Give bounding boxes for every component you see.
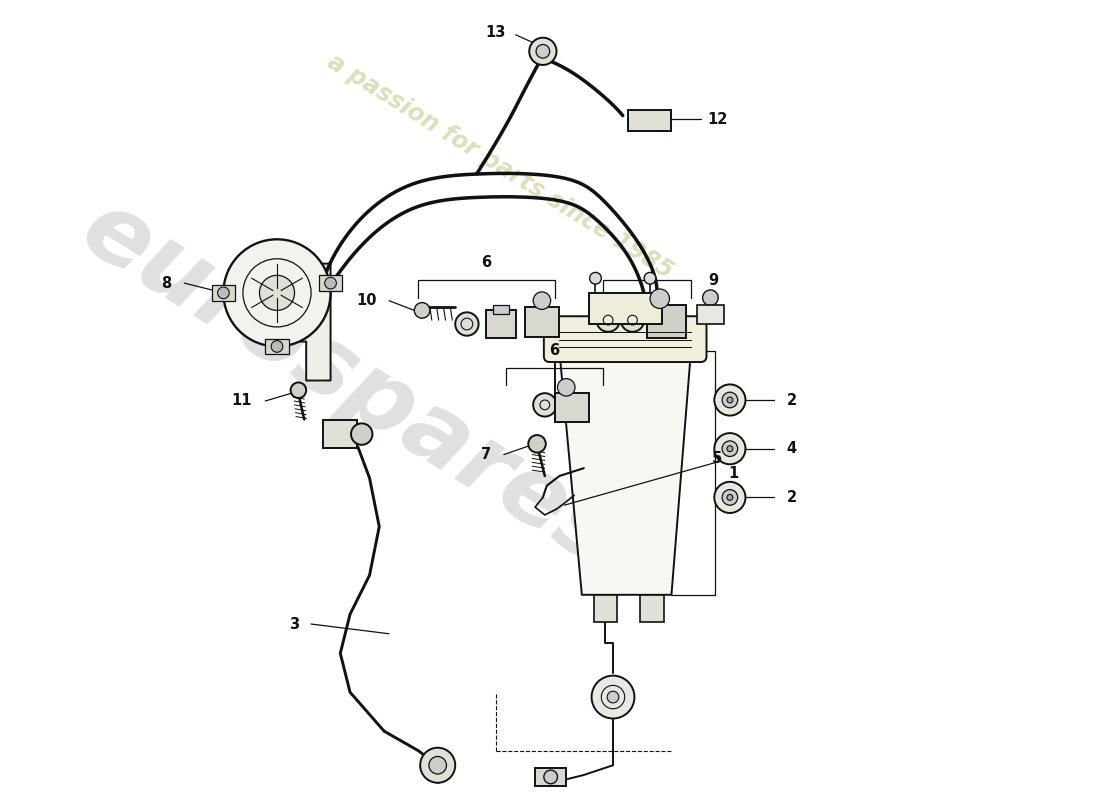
Circle shape bbox=[722, 490, 738, 505]
Text: 11: 11 bbox=[231, 394, 252, 409]
Circle shape bbox=[543, 770, 558, 784]
Text: 2: 2 bbox=[786, 490, 796, 505]
Circle shape bbox=[528, 435, 546, 453]
Circle shape bbox=[534, 292, 551, 310]
Text: 12: 12 bbox=[707, 112, 728, 127]
Circle shape bbox=[722, 441, 738, 457]
Polygon shape bbox=[243, 264, 331, 381]
Bar bbox=[628, 110, 671, 131]
Circle shape bbox=[420, 748, 455, 782]
Text: 3: 3 bbox=[289, 617, 299, 631]
Circle shape bbox=[727, 397, 733, 403]
Circle shape bbox=[714, 385, 746, 415]
Circle shape bbox=[703, 290, 718, 306]
Bar bbox=[647, 305, 686, 338]
Circle shape bbox=[536, 45, 550, 58]
Text: 4: 4 bbox=[786, 441, 796, 456]
Text: 9: 9 bbox=[708, 273, 718, 288]
Circle shape bbox=[727, 446, 733, 452]
Text: 2: 2 bbox=[786, 393, 796, 407]
Text: 7: 7 bbox=[481, 447, 492, 462]
Bar bbox=[594, 594, 617, 622]
Bar bbox=[211, 285, 235, 301]
Circle shape bbox=[271, 341, 283, 352]
Circle shape bbox=[590, 273, 602, 284]
Bar bbox=[319, 275, 342, 291]
Text: a passion for parts since 1985: a passion for parts since 1985 bbox=[323, 50, 678, 283]
Text: eurospares: eurospares bbox=[65, 182, 636, 587]
Circle shape bbox=[714, 482, 746, 513]
Polygon shape bbox=[560, 351, 691, 594]
Circle shape bbox=[218, 287, 229, 298]
Bar bbox=[554, 393, 588, 422]
Circle shape bbox=[223, 239, 331, 346]
Circle shape bbox=[290, 382, 306, 398]
Text: 6: 6 bbox=[550, 343, 560, 358]
Text: 5: 5 bbox=[712, 451, 722, 466]
Bar bbox=[322, 421, 356, 448]
Text: 13: 13 bbox=[485, 26, 506, 40]
Circle shape bbox=[592, 676, 635, 718]
Text: 1: 1 bbox=[728, 466, 738, 481]
Circle shape bbox=[607, 691, 619, 703]
Circle shape bbox=[596, 309, 619, 332]
Bar bbox=[588, 293, 662, 324]
Bar bbox=[535, 768, 566, 786]
Bar bbox=[526, 307, 560, 337]
Bar bbox=[493, 305, 509, 314]
Circle shape bbox=[429, 757, 447, 774]
Circle shape bbox=[415, 302, 430, 318]
Bar bbox=[640, 594, 663, 622]
Circle shape bbox=[558, 378, 575, 396]
Circle shape bbox=[714, 433, 746, 464]
Circle shape bbox=[351, 423, 373, 445]
Circle shape bbox=[529, 38, 557, 65]
Circle shape bbox=[324, 278, 337, 289]
Circle shape bbox=[722, 392, 738, 408]
Circle shape bbox=[727, 494, 733, 500]
Circle shape bbox=[455, 312, 478, 336]
Text: 10: 10 bbox=[356, 293, 377, 308]
FancyBboxPatch shape bbox=[543, 316, 706, 362]
Circle shape bbox=[260, 275, 295, 310]
Circle shape bbox=[534, 393, 557, 417]
Bar bbox=[265, 338, 288, 354]
Text: 6: 6 bbox=[482, 255, 492, 270]
Text: 8: 8 bbox=[162, 276, 172, 290]
Bar bbox=[486, 310, 516, 338]
Bar bbox=[696, 305, 724, 324]
Circle shape bbox=[620, 309, 645, 332]
Circle shape bbox=[650, 289, 670, 309]
Circle shape bbox=[645, 273, 656, 284]
